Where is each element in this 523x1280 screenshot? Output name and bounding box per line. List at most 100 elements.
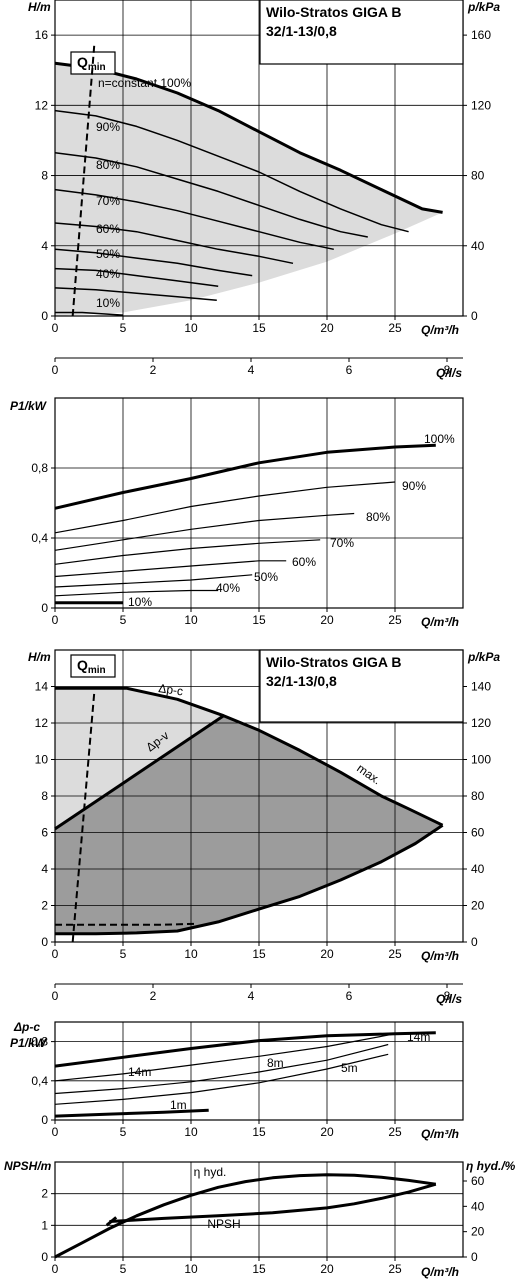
control-ticks: 0 5 10 15 20 25024681012140204060801001201400…	[35, 680, 492, 1004]
power-dpc-curve	[54, 1108, 209, 1118]
x-tick-label: 2	[150, 989, 157, 1003]
control-qmin-line	[71, 690, 96, 943]
npsh-x-label: Q/m³/h	[421, 1265, 459, 1279]
x-tick-label: 0	[52, 613, 59, 627]
speed-curve-label: 80%	[96, 158, 120, 172]
speed-curve-label: 50%	[96, 247, 120, 261]
x-tick-label: 8	[444, 989, 451, 1003]
x-tick-label: 20	[320, 1125, 334, 1139]
dpv-range-area	[55, 715, 443, 934]
y2-tick-label: 120	[471, 98, 491, 112]
power-dpc-x-label: Q/m³/h	[421, 1127, 459, 1141]
power-dpc-curve	[54, 1031, 436, 1068]
x-tick-label: 2	[150, 363, 157, 377]
control-x-label: Q/m³/h	[421, 949, 459, 963]
y2-tick-label: 120	[471, 716, 491, 730]
y-tick-label: 8	[41, 169, 48, 183]
speed-curve-label: n=constant 100%	[98, 76, 191, 90]
x-tick-label: 25	[388, 613, 402, 627]
power-dpc-curve-label: 14m	[407, 1030, 430, 1044]
power-curve-label: 80%	[366, 510, 390, 524]
speed-curve	[54, 151, 368, 238]
y-tick-label: 1	[41, 1218, 48, 1232]
x-tick-label: 8	[444, 363, 451, 377]
y-tick-label: 0	[41, 935, 48, 949]
y-tick-label: 0	[41, 601, 48, 615]
power-curve	[54, 589, 219, 597]
y-tick-label: 0	[41, 1113, 48, 1127]
dpc-label: Δp-c	[158, 681, 184, 698]
control-subtitle: 32/1-13/0,8	[266, 673, 337, 689]
x-tick-label: 10	[184, 1125, 198, 1139]
x-tick-label: 5	[120, 1125, 127, 1139]
power-dpc-curve-label: 1m	[170, 1098, 187, 1112]
x-tick-label: 0	[52, 989, 59, 1003]
x-tick-label: 25	[388, 321, 402, 335]
power-curve-label: 90%	[402, 479, 426, 493]
control-y-label: H/m	[28, 650, 51, 664]
y-tick-label: 0,4	[31, 531, 48, 545]
npsh-label: NPSH	[207, 1217, 240, 1231]
y2-tick-label: 0	[471, 1250, 478, 1264]
x-tick-label: 15	[252, 321, 266, 335]
y-tick-label: 16	[35, 28, 49, 42]
y-tick-label: 0,8	[31, 461, 48, 475]
y-tick-label: 6	[41, 826, 48, 840]
power-curve-label: 50%	[254, 570, 278, 584]
y-tick-label: 4	[41, 862, 48, 876]
x2-axis-label: Q/l/s	[436, 366, 462, 380]
power-panel: 100% 90% 80% 70% 60% 50% 40% 10% 0 5 10 15 20 25 0 0,4…	[10, 397, 464, 629]
speed-curve	[54, 287, 217, 301]
power-curve	[54, 539, 321, 565]
y-tick-label: 2	[41, 899, 48, 913]
y2-tick-label: 0	[471, 309, 478, 323]
x-tick-label: 5	[120, 321, 127, 335]
x-tick-label: 20	[320, 1262, 334, 1276]
control-panel: Wilo-Stratos GIGA B 32/1-13/0,8 0 5 10 15 20…	[28, 649, 500, 1006]
x-tick-label: 25	[388, 1262, 402, 1276]
npsh-grid	[55, 1162, 463, 1257]
speed-curve-label: 90%	[96, 120, 120, 134]
y-tick-label: 12	[35, 716, 49, 730]
x-axis-label: Q/m³/h	[421, 323, 459, 337]
power-curve-label: 40%	[216, 581, 240, 595]
y-tick-label: 0	[41, 1250, 48, 1264]
eta-y2-label: η hyd./%	[466, 1159, 516, 1173]
x-tick-label: 25	[388, 947, 402, 961]
chart-subtitle: 32/1-13/0,8	[266, 23, 337, 39]
npsh-curve	[109, 1182, 437, 1223]
speed-curve	[55, 311, 124, 316]
power-ticks: 0 5 10 15 20 25 0 0,4 0,8	[31, 461, 402, 627]
x-tick-label: 15	[252, 613, 266, 627]
power-dpc-curve	[54, 1053, 389, 1105]
x-tick-label: 5	[120, 613, 127, 627]
control-x2-label: Q/l/s	[436, 992, 462, 1006]
x-tick-label: 25	[388, 1125, 402, 1139]
power-grid	[55, 398, 463, 608]
x-tick-label: 0	[52, 363, 59, 377]
npsh-curve	[54, 1173, 437, 1259]
power-x-label: Q/m³/h	[421, 615, 459, 629]
npsh-curve	[105, 1216, 118, 1227]
y2-tick-label: 160	[471, 28, 491, 42]
power-dpc-curve	[54, 1043, 389, 1095]
y-tick-label: 10	[35, 753, 49, 767]
x-tick-label: 15	[252, 1262, 266, 1276]
npsh-y-label: NPSH/m	[4, 1159, 52, 1173]
speed-curve-label: 60%	[96, 222, 120, 236]
min-curve	[55, 823, 444, 936]
x-tick-label: 5	[120, 947, 127, 961]
power-dpc-curve-label: 8m	[267, 1056, 284, 1070]
x-tick-label: 20	[320, 947, 334, 961]
eta-label: η hyd.	[194, 1165, 227, 1179]
dpc-range-area	[55, 688, 224, 829]
x-tick-label: 15	[252, 1125, 266, 1139]
power-curve-label: 60%	[292, 555, 316, 569]
power-dpc-grid	[55, 1022, 463, 1120]
control-qmin-label: Qmin	[77, 657, 106, 676]
y2-tick-label: 40	[471, 862, 485, 876]
power-dpc-curve-label: 5m	[341, 1061, 358, 1075]
x-tick-label: 20	[320, 321, 334, 335]
y2-tick-label: 20	[471, 899, 485, 913]
